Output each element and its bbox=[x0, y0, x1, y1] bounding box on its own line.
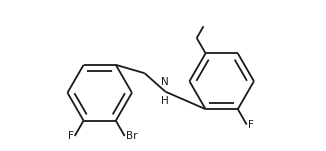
Text: H: H bbox=[161, 96, 169, 106]
Text: Br: Br bbox=[126, 131, 137, 141]
Text: F: F bbox=[248, 119, 254, 130]
Text: F: F bbox=[68, 131, 74, 141]
Text: N: N bbox=[161, 77, 169, 87]
